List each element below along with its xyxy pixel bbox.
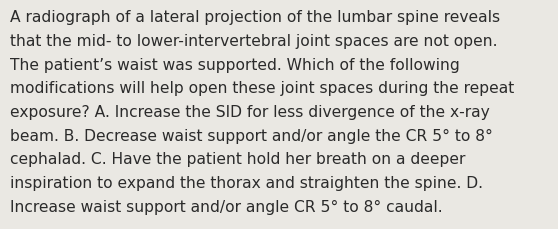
- Text: A radiograph of a lateral projection of the lumbar spine reveals: A radiograph of a lateral projection of …: [10, 10, 500, 25]
- Text: that the mid- to lower-intervertebral joint spaces are not open.: that the mid- to lower-intervertebral jo…: [10, 34, 498, 49]
- Text: cephalad. C. Have the patient hold her breath on a deeper: cephalad. C. Have the patient hold her b…: [10, 152, 465, 167]
- Text: Increase waist support and/or angle CR 5° to 8° caudal.: Increase waist support and/or angle CR 5…: [10, 199, 442, 214]
- Text: modifications will help open these joint spaces during the repeat: modifications will help open these joint…: [10, 81, 514, 96]
- Text: inspiration to expand the thorax and straighten the spine. D.: inspiration to expand the thorax and str…: [10, 175, 483, 190]
- Text: The patient’s waist was supported. Which of the following: The patient’s waist was supported. Which…: [10, 57, 460, 72]
- Text: exposure? A. Increase the SID for less divergence of the x-ray: exposure? A. Increase the SID for less d…: [10, 105, 490, 120]
- Text: beam. B. Decrease waist support and/or angle the CR 5° to 8°: beam. B. Decrease waist support and/or a…: [10, 128, 493, 143]
